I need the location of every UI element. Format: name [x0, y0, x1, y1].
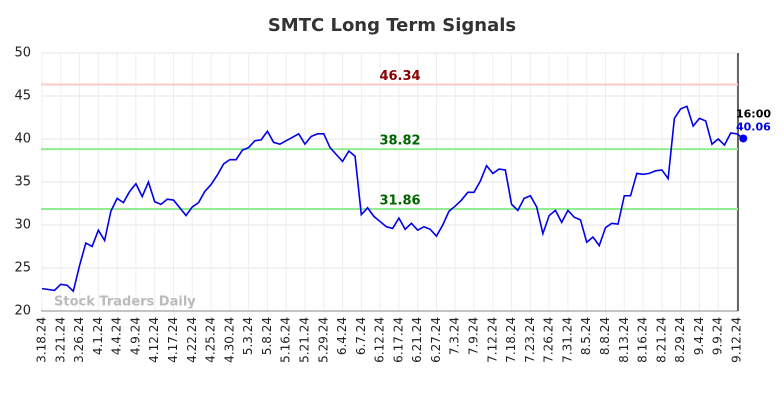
x-tick-label: 3.18.24 — [35, 317, 49, 363]
x-tick-label: 7.9.24 — [467, 317, 481, 355]
signal-label: 46.34 — [379, 69, 420, 84]
signal-label: 31.86 — [379, 194, 420, 209]
x-tick-label: 5.29.24 — [316, 317, 330, 363]
x-tick-label: 8.5.24 — [579, 317, 593, 355]
y-tick-label: 40 — [14, 132, 31, 147]
y-tick-label: 50 — [14, 46, 31, 61]
x-tick-label: 7.31.24 — [560, 317, 574, 363]
x-tick-label: 6.21.24 — [410, 317, 424, 363]
y-tick-label: 30 — [14, 218, 31, 233]
x-tick-label: 9.4.24 — [692, 317, 706, 355]
x-tick-label: 6.12.24 — [373, 317, 387, 363]
x-tick-label: 6.7.24 — [354, 317, 368, 355]
last-time: 16:00 — [736, 107, 771, 120]
y-tick-label: 25 — [14, 261, 31, 276]
y-tick-label: 45 — [14, 89, 31, 104]
x-tick-label: 7.3.24 — [448, 317, 462, 355]
x-tick-label: 6.4.24 — [335, 317, 349, 355]
x-tick-label: 5.8.24 — [260, 317, 274, 355]
watermark: Stock Traders Daily — [54, 295, 196, 310]
x-tick-label: 6.17.24 — [391, 317, 405, 363]
signal-label: 38.82 — [379, 134, 420, 149]
x-tick-label: 4.25.24 — [204, 317, 218, 363]
x-tick-label: 4.1.24 — [91, 317, 105, 355]
x-tick-label: 4.30.24 — [222, 317, 236, 363]
x-tick-label: 4.17.24 — [166, 317, 180, 363]
x-tick-label: 4.22.24 — [185, 317, 199, 363]
x-tick-label: 8.16.24 — [636, 317, 650, 363]
x-tick-label: 4.4.24 — [110, 317, 124, 355]
last-value: 40.06 — [736, 120, 771, 133]
x-tick-label: 9.9.24 — [711, 317, 725, 355]
x-tick-label: 4.9.24 — [128, 317, 142, 355]
y-tick-label: 35 — [14, 175, 31, 190]
x-tick-label: 8.21.24 — [654, 317, 668, 363]
chart-title: SMTC Long Term Signals — [268, 15, 516, 36]
x-tick-label: 6.27.24 — [429, 317, 443, 363]
x-tick-label: 7.18.24 — [504, 317, 518, 363]
x-tick-label: 8.13.24 — [617, 317, 631, 363]
x-tick-label: 8.29.24 — [673, 317, 687, 363]
x-tick-label: 7.23.24 — [523, 317, 537, 363]
x-tick-label: 9.12.24 — [730, 317, 744, 363]
x-tick-label: 3.21.24 — [53, 317, 67, 363]
x-tick-label: 4.12.24 — [147, 317, 161, 363]
y-tick-label: 20 — [14, 304, 31, 319]
x-tick-label: 5.21.24 — [297, 317, 311, 363]
x-tick-label: 8.8.24 — [598, 317, 612, 355]
x-tick-label: 3.26.24 — [72, 317, 86, 363]
price-line — [41, 105, 744, 293]
x-tick-label: 7.12.24 — [485, 317, 499, 363]
x-tick-label: 7.26.24 — [542, 317, 556, 363]
last-point — [739, 134, 748, 143]
x-tick-label: 5.3.24 — [241, 317, 255, 355]
x-tick-label: 5.16.24 — [279, 317, 293, 363]
